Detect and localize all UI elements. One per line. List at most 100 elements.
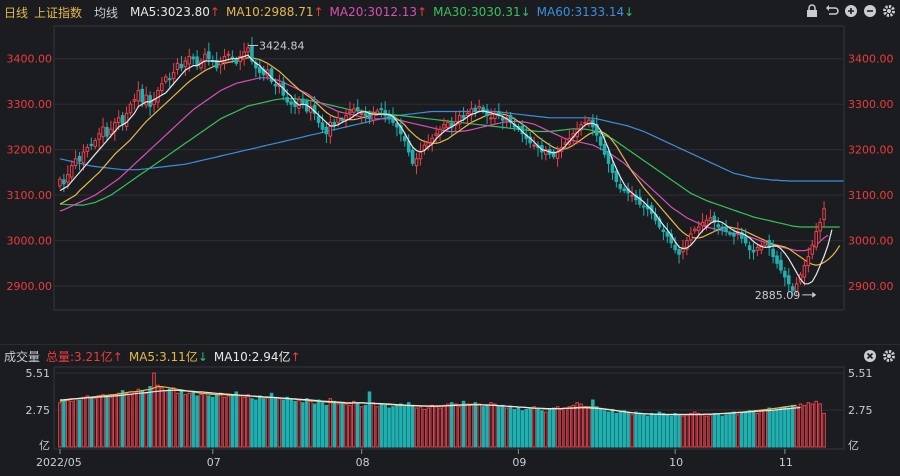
volume-bar [277,398,282,448]
x-tick-label: 10 [669,456,683,469]
volume-tick-right: 5.51 [848,367,873,380]
candle [418,142,423,166]
volume-bar [105,395,109,448]
ma30-label: MA30:3030.31↓ [433,5,531,19]
volume-bar [403,406,407,448]
volume-settings-icon[interactable] [882,349,896,363]
candle [371,106,376,125]
y-tick-right: 3400.00 [848,53,894,66]
candle [477,99,481,113]
volume-bar [771,410,775,448]
avg-line-label[interactable]: 均线 [94,5,119,20]
candle [685,237,689,256]
y-tick-right: 3200.00 [848,144,894,157]
volume-bar [630,414,634,448]
volume-title[interactable]: 成交量 [4,349,41,364]
volume-bar [645,415,650,448]
candle [720,223,724,236]
volume-bar [692,411,697,448]
ma60-label: MA60:3133.14↓ [536,5,635,19]
volume-bar [508,406,513,448]
volume-bar [591,399,595,448]
candle [614,167,619,188]
volume-bar [254,399,258,448]
volume-bar [152,372,156,448]
y-tick-left: 3000.00 [7,235,53,248]
close-icon[interactable] [863,349,877,363]
candle [58,176,62,189]
candle [681,239,685,260]
volume-bar [794,406,799,448]
x-tick-label: 11 [779,456,793,469]
candle [485,103,489,125]
candle [355,99,360,115]
index-name[interactable]: 上证指数 [34,5,83,20]
volume-bar [363,404,368,448]
ma10-label: MA10:2988.71↑ [225,5,324,19]
volume-bar [822,412,826,448]
low-label: 2885.09 [755,289,801,302]
volume-bar [547,408,552,448]
volume-bar [434,406,438,448]
candle [669,229,673,249]
volume-bar [89,396,94,448]
volume-bar [497,406,501,448]
candle [81,144,86,171]
candle [634,189,638,205]
volume-bar [743,411,748,448]
volume-bar [62,400,66,448]
y-tick-right: 3100.00 [848,189,894,202]
volume-tick-right: 2.75 [848,404,873,417]
y-tick-left: 3100.00 [7,189,53,202]
volume-bar [559,408,564,448]
volume-bar [120,390,125,448]
candle [692,226,697,234]
candle [254,58,258,78]
volume-ma10: MA10:2.94亿↑ [213,349,301,364]
volume-bar [442,404,446,448]
zoom-in-icon[interactable] [844,4,858,18]
volume-bar [308,400,313,448]
volume-bar [716,414,721,448]
candle [324,123,329,144]
candlestick-chart[interactable]: 3400.00 3400.00 3300.00 3300.00 3200.00 3200.… [0,24,900,314]
candle [802,259,807,286]
ma60-line [59,110,844,182]
candle [587,117,591,128]
settings-icon[interactable] [882,4,896,18]
volume-bar [747,410,752,448]
volume-bar [414,407,419,448]
period-selector[interactable]: 日线 [4,5,29,20]
volume-bar [144,392,148,448]
lock-icon[interactable] [806,4,820,18]
reset-icon[interactable] [825,4,839,18]
chart-toolbar [806,4,896,18]
candle [148,91,152,116]
zoom-out-icon[interactable] [863,4,877,18]
volume-bar [493,403,497,448]
volume-bar [293,400,297,448]
candle [301,92,305,109]
volume-bar [763,408,768,448]
candle [642,201,646,216]
volume-chart[interactable]: 5.51 5.51 2.75 2.75 亿 亿 2022/05 07 08 09 10 11 [0,365,900,476]
volume-bar [504,407,509,448]
volume-bar [199,394,203,448]
candle [191,53,195,65]
volume-bar [116,392,121,448]
candle [312,96,317,121]
y-tick-left: 3200.00 [7,144,53,157]
volume-bar [387,407,391,448]
ma20-label: MA20:3012.13↑ [329,5,428,19]
volume-tick-left: 2.75 [26,404,51,417]
volume-bar [783,406,787,448]
candle [747,241,752,259]
ma30-line [60,98,840,228]
volume-bar [109,396,113,448]
candle [814,223,818,251]
volume-bar [195,395,199,448]
volume-ma5: MA5:3.11亿↓ [128,349,208,364]
volume-bar [755,412,760,448]
volume-bar [532,406,536,448]
volume-bar [767,407,771,448]
